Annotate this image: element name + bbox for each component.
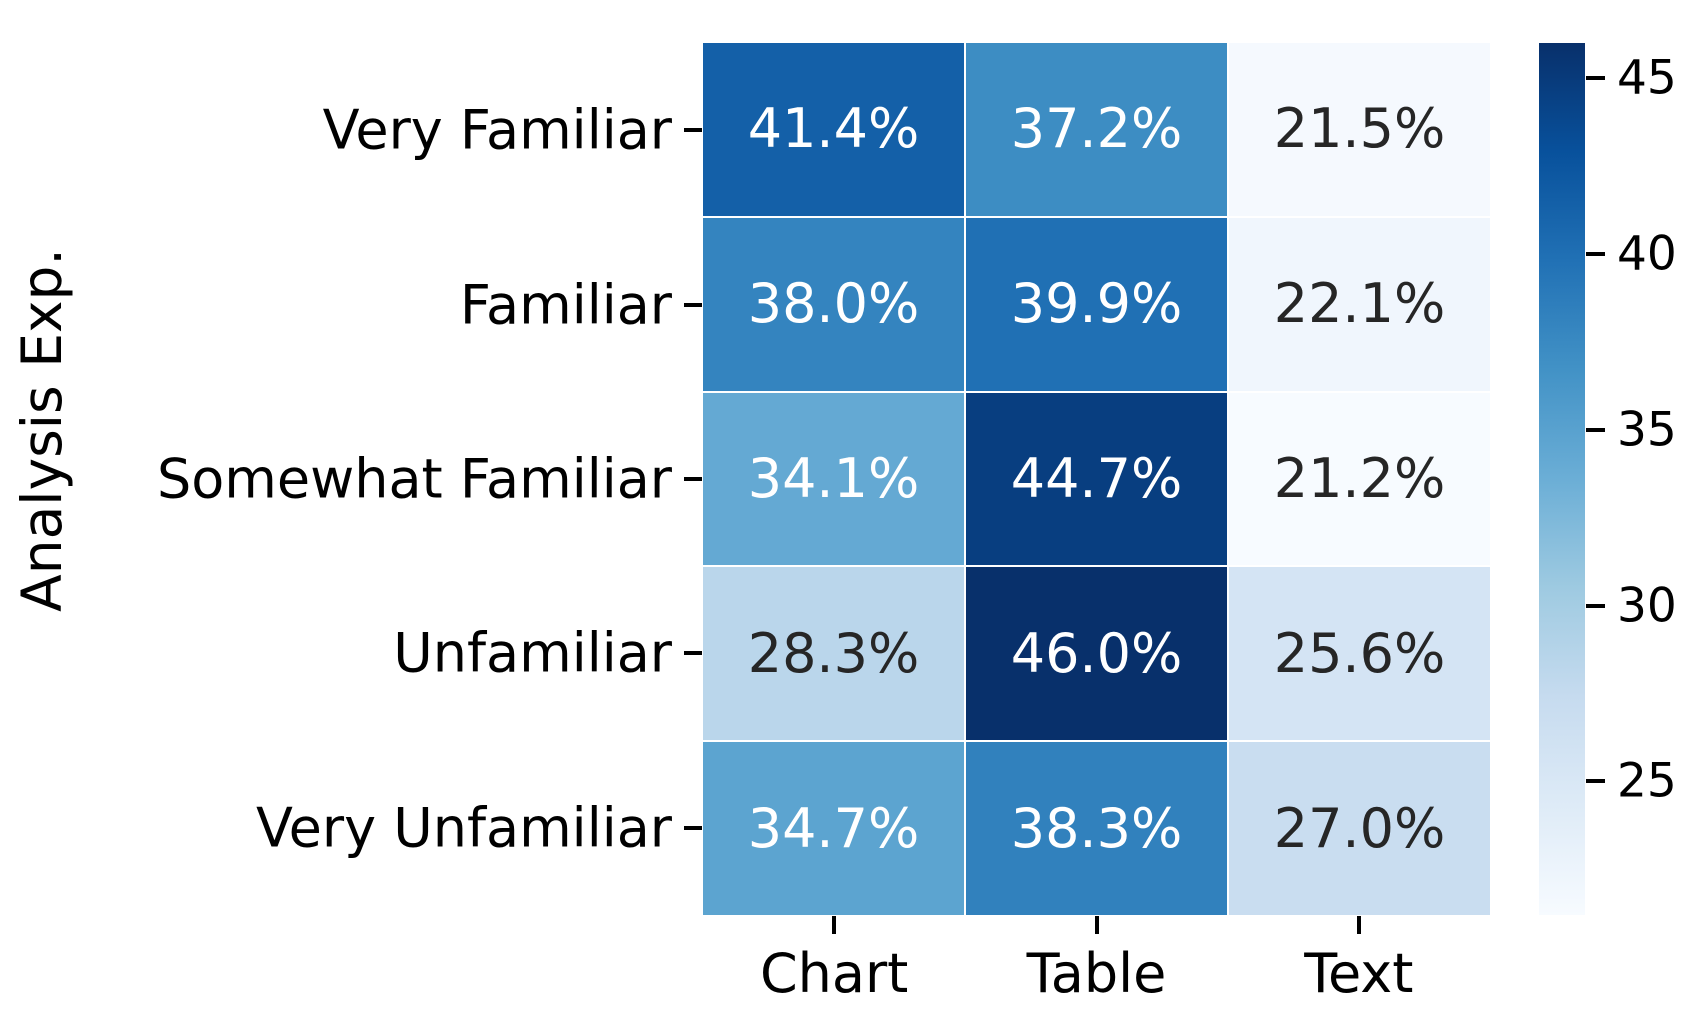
heatmap-cell: 25.6% (1229, 567, 1490, 741)
y-tick-label: Very Unfamiliar (255, 796, 672, 860)
y-tick-label: Familiar (459, 273, 672, 337)
cell-value-label: 38.0% (747, 272, 920, 336)
cell-value-label: 41.4% (747, 97, 920, 161)
colorbar-tick-mark (1586, 427, 1605, 432)
heatmap-cell: 38.0% (703, 217, 964, 391)
heatmap-cell: 21.5% (1229, 43, 1490, 216)
y-tick-mark (684, 651, 702, 656)
colorbar-tick-label: 40 (1617, 226, 1677, 282)
cell-value-label: 39.9% (1010, 272, 1183, 336)
heatmap-cell: 37.2% (966, 43, 1227, 216)
cell-value-label: 34.7% (747, 796, 920, 860)
cell-value-label: 37.2% (1010, 97, 1183, 161)
colorbar-tick-mark (1586, 251, 1605, 256)
x-tick-mark (1356, 916, 1361, 934)
colorbar-tick-label: 35 (1617, 402, 1677, 458)
colorbar-tick-label: 30 (1617, 578, 1677, 634)
cell-value-label: 46.0% (1010, 621, 1183, 685)
y-tick-label: Very Familiar (322, 98, 672, 162)
heatmap-cell: 46.0% (966, 567, 1227, 741)
x-tick-label: Table (1026, 942, 1167, 1005)
heatmap-cell: 27.0% (1229, 742, 1490, 915)
x-tick-mark (1094, 916, 1099, 934)
x-tick-label: Text (1304, 942, 1414, 1005)
cell-value-label: 27.0% (1273, 796, 1446, 860)
x-tick-label: Chart (759, 942, 909, 1005)
colorbar-tick-label: 45 (1617, 50, 1677, 106)
heatmap-cell: 44.7% (966, 392, 1227, 566)
y-tick-label: Unfamiliar (393, 621, 672, 685)
y-tick-mark (684, 825, 702, 830)
colorbar-tick-label: 25 (1617, 753, 1677, 809)
cell-value-label: 25.6% (1273, 621, 1446, 685)
heatmap-cell: 39.9% (966, 217, 1227, 391)
heatmap-grid: 41.4% 37.2% 21.5% 38.0% 39.9% 22.1% 34.1% 44.7%… (703, 43, 1490, 915)
x-tick-mark (832, 916, 837, 934)
heatmap-cell: 38.3% (966, 742, 1227, 915)
heatmap-cell: 34.7% (703, 742, 964, 915)
heatmap-cell: 41.4% (703, 43, 964, 216)
heatmap-cell: 22.1% (1229, 217, 1490, 391)
y-tick-mark (684, 477, 702, 481)
y-tick-mark (684, 302, 702, 307)
y-axis-label: Analysis Exp. (10, 248, 74, 612)
colorbar (1539, 43, 1585, 915)
y-tick-label: Somewhat Familiar (156, 447, 672, 511)
cell-value-label: 21.5% (1273, 97, 1446, 161)
y-tick-mark (684, 128, 702, 133)
colorbar-tick-mark (1586, 779, 1605, 784)
cell-value-label: 21.2% (1273, 446, 1446, 510)
cell-value-label: 34.1% (747, 446, 920, 510)
colorbar-tick-mark (1586, 603, 1605, 608)
cell-value-label: 28.3% (747, 621, 920, 685)
heatmap-cell: 34.1% (703, 392, 964, 566)
heatmap-cell: 28.3% (703, 567, 964, 741)
cell-value-label: 44.7% (1010, 446, 1183, 510)
cell-value-label: 22.1% (1273, 272, 1446, 336)
cell-value-label: 38.3% (1010, 796, 1183, 860)
heatmap-cell: 21.2% (1229, 392, 1490, 566)
colorbar-tick-mark (1586, 76, 1605, 81)
